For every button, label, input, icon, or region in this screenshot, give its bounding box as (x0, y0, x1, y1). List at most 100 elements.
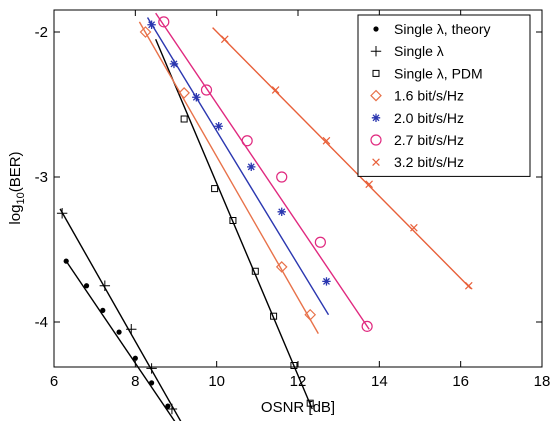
series-2-point-3-shape (126, 324, 137, 335)
series-7-fit-line (212, 27, 472, 290)
series-6-point-6-shape (361, 320, 373, 332)
series-3-point-4-shape (251, 267, 259, 275)
series-1-point-1 (63, 258, 69, 264)
series-4-point-3-shape (275, 261, 288, 273)
series-3-point-3 (229, 217, 237, 224)
legend-item-7: 3.2 bit/s/Hz (372, 154, 464, 170)
legend-item-6: 2.7 bit/s/Hz (370, 132, 464, 148)
legend-item-3-label: Single λ, PDM (394, 65, 483, 81)
series-3-point-5-shape (270, 312, 278, 320)
series-7-point-6-shape (464, 281, 473, 290)
series-7-point-1-shape (220, 35, 229, 44)
y-axis-label-prefix: log (7, 205, 24, 225)
series-6-point-5-shape (314, 236, 326, 248)
series-1-fit-line (65, 260, 179, 426)
x-tick-label-5: 14 (371, 373, 388, 390)
series-6-point-6 (361, 320, 373, 332)
y-tick-label-1: -2 (35, 24, 48, 41)
series-1-point-3-shape (100, 307, 106, 313)
series-1-point-5 (132, 355, 138, 361)
series-2-point-3 (126, 324, 137, 335)
series-5-point-3-shape (192, 93, 201, 102)
y-axis-label: log10(BER) (7, 151, 27, 224)
legend-item-5: 2.0 bit/s/Hz (371, 110, 464, 126)
series-1-point-5-shape (132, 355, 138, 361)
series-3-point-3-shape (229, 217, 237, 224)
legend-item-4-marker (370, 89, 382, 102)
series-3-point-5 (270, 312, 278, 320)
legend-item-5-marker (371, 113, 381, 122)
x-tick-label-4: 12 (290, 373, 307, 390)
series-3-point-4 (251, 267, 259, 275)
x-tick-label-7: 18 (534, 373, 551, 390)
x-tick-label-1: 6 (50, 373, 58, 390)
legend-item-5-label: 2.0 bit/s/Hz (394, 110, 464, 126)
series-4-point-3 (275, 261, 288, 273)
series-5-fit-line (146, 17, 330, 316)
series-7-point-2 (271, 86, 280, 94)
series-6-point-4 (276, 171, 288, 183)
series-3 (155, 38, 314, 410)
series-2-point-5 (166, 403, 178, 415)
series-7 (212, 27, 473, 290)
series-1-point-2-shape (83, 283, 90, 289)
series-7-point-5 (410, 223, 418, 232)
series-7-point-6 (464, 281, 473, 290)
series-6-point-5 (314, 236, 326, 248)
series-3-point-1 (180, 115, 188, 123)
series-7-point-4-shape (365, 180, 373, 189)
series-2-point-4 (146, 363, 157, 374)
x-tick-label-3: 10 (208, 373, 225, 390)
legend-item-7-label: 3.2 bit/s/Hz (394, 154, 464, 170)
y-axis-label-subscript: 10 (15, 192, 27, 204)
series-5-point-5-shape (247, 162, 256, 172)
legend-item-5-marker-shape (371, 113, 381, 122)
series-1-point-6-shape (149, 380, 155, 386)
series-6 (155, 12, 373, 332)
x-tick-label-6: 16 (452, 373, 469, 390)
series-7-point-5-shape (410, 223, 418, 232)
legend-item-4-marker-shape (370, 89, 382, 102)
series-6-point-2 (200, 84, 213, 96)
series-4-point-4-shape (304, 308, 317, 321)
series-2-point-1 (56, 208, 68, 219)
series-4-point-2-shape (178, 87, 190, 99)
series-1 (63, 258, 179, 426)
legend-item-1-marker (373, 26, 379, 32)
legend-item-4: 1.6 bit/s/Hz (370, 88, 464, 104)
series-7-point-2-shape (271, 86, 280, 94)
series-4 (138, 21, 319, 334)
series-7-point-4 (365, 180, 373, 189)
series-4-point-1 (139, 26, 152, 38)
series-6-point-4-shape (276, 171, 288, 183)
y-axis-label-suffix: (BER) (7, 151, 24, 192)
series-3-point-2 (211, 185, 219, 193)
series-2 (56, 208, 187, 426)
x-axis-label: OSNR [dB] (261, 399, 335, 416)
series-7-point-3-shape (322, 136, 331, 145)
legend-item-2: Single λ (370, 43, 444, 59)
series-4-point-1-shape (139, 26, 152, 38)
series-3-point-7-shape (306, 399, 314, 407)
axes: 6 8 10 12 14 16 18 -2 -3 -4 (35, 10, 551, 390)
series-6-point-1 (158, 16, 170, 28)
series-6-point-2-shape (200, 84, 213, 96)
legend-item-1-marker-shape (373, 26, 379, 32)
series-3-point-6-shape (290, 362, 298, 369)
legend-item-4-label: 1.6 bit/s/Hz (394, 88, 464, 104)
series-5-point-7-shape (322, 277, 331, 286)
series-2-point-5-shape (166, 403, 178, 415)
series-3-point-2-shape (211, 185, 219, 193)
series-5 (146, 17, 331, 316)
legend-box (357, 14, 531, 177)
legend-item-1: Single λ, theory (373, 21, 491, 37)
legend-item-2-label: Single λ (394, 43, 444, 59)
series-3-point-7 (306, 399, 314, 407)
series-6-fit-line (155, 12, 370, 330)
legend-item-2-marker-shape (370, 46, 382, 57)
x-tick-label-2: 8 (131, 373, 139, 390)
series-5-point-1-shape (147, 20, 156, 29)
legend-item-7-marker (372, 158, 380, 167)
